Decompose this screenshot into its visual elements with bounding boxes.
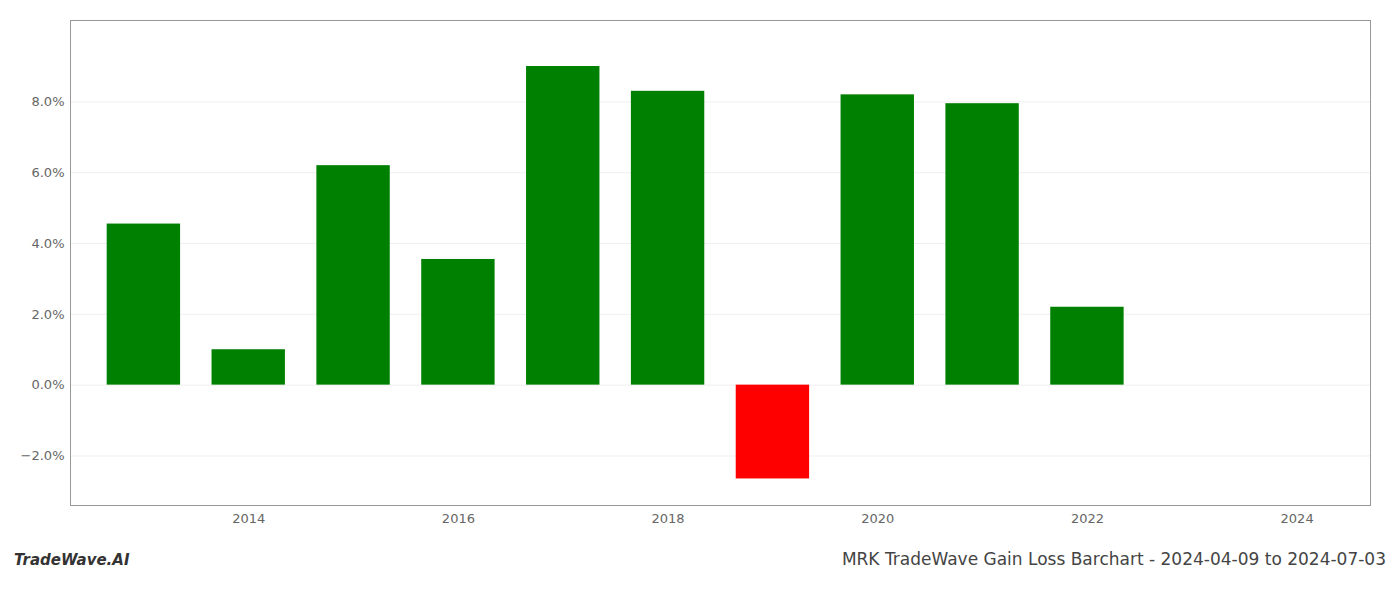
- svg-text:2018: 2018: [652, 511, 685, 526]
- svg-text:0.0%: 0.0%: [31, 377, 64, 392]
- svg-text:−2.0%: −2.0%: [21, 448, 65, 463]
- svg-text:4.0%: 4.0%: [31, 236, 64, 251]
- svg-text:6.0%: 6.0%: [31, 165, 64, 180]
- html-text:TradeWave.AI: TradeWave.AI: [14, 551, 130, 569]
- svg-text:2022: 2022: [1071, 511, 1104, 526]
- svg-text:2.0%: 2.0%: [31, 306, 64, 321]
- svg-text:2016: 2016: [442, 511, 475, 526]
- svg-text:8.0%: 8.0%: [31, 94, 64, 109]
- html-text:MRK TradeWave Gain Loss Barcha: MRK TradeWave Gain Loss Barchart - 2024-…: [841, 549, 1386, 569]
- svg-text:2014: 2014: [232, 511, 265, 526]
- svg-text:2024: 2024: [1281, 511, 1314, 526]
- svg-text:2020: 2020: [861, 511, 894, 526]
